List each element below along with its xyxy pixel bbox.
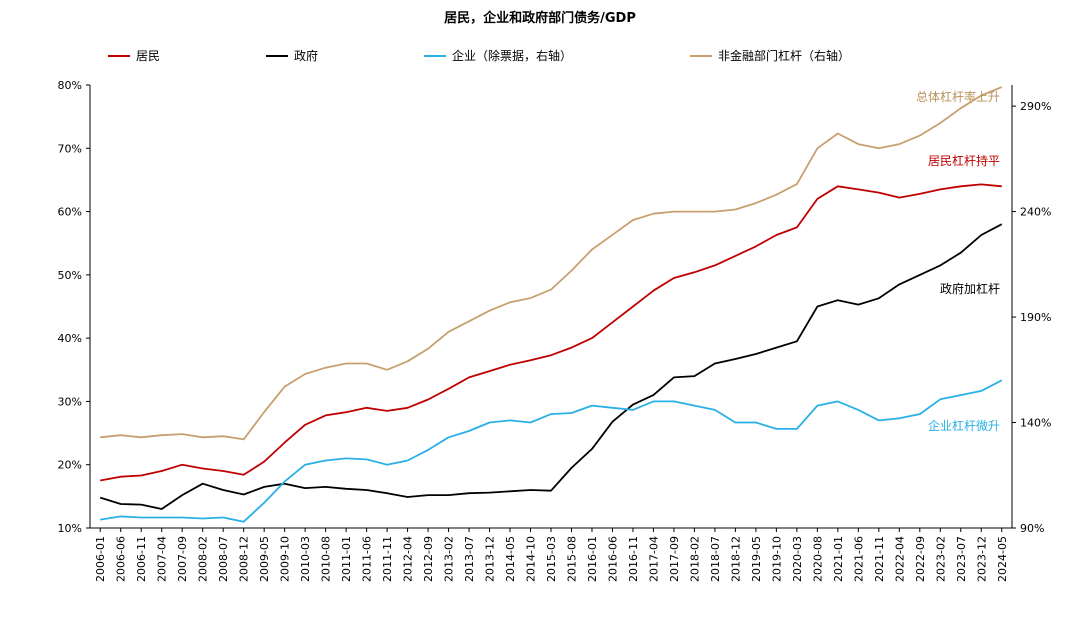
x-tick-label: 2011-01: [340, 536, 353, 582]
x-tick-label: 2019-10: [770, 536, 783, 582]
y-left-tick-label: 60%: [58, 206, 82, 219]
x-tick-label: 2009-05: [258, 536, 271, 582]
x-tick-label: 2006-01: [94, 536, 107, 582]
x-tick-label: 2018-07: [709, 536, 722, 582]
x-tick-label: 2013-12: [484, 536, 497, 582]
x-tick-label: 2013-02: [443, 536, 456, 582]
x-tick-label: 2020-03: [791, 536, 804, 582]
x-tick-label: 2006-11: [135, 536, 148, 582]
y-left-tick-label: 30%: [58, 395, 82, 408]
legend-label: 居民: [136, 49, 160, 63]
y-left-tick-label: 40%: [58, 332, 82, 345]
x-tick-label: 2021-01: [832, 536, 845, 582]
x-tick-label: 2024-05: [996, 536, 1009, 582]
y-left-tick-label: 70%: [58, 142, 82, 155]
x-tick-label: 2016-01: [586, 536, 599, 582]
x-tick-label: 2023-02: [934, 536, 947, 582]
y-left-tick-label: 50%: [58, 269, 82, 282]
x-tick-label: 2015-08: [565, 536, 578, 582]
x-tick-label: 2018-12: [729, 536, 742, 582]
x-tick-label: 2008-07: [217, 536, 230, 582]
series-line-0: [100, 183, 1002, 482]
x-tick-label: 2008-12: [238, 536, 251, 582]
x-tick-label: 2010-03: [299, 536, 312, 582]
x-tick-label: 2014-05: [504, 536, 517, 582]
x-tick-label: 2023-12: [975, 536, 988, 582]
y-left-tick-label: 80%: [58, 79, 82, 92]
x-tick-label: 2021-06: [852, 536, 865, 582]
legend-label: 非金融部门杠杆（右轴）: [718, 48, 850, 63]
annotation-label: 总体杠杆率上升: [916, 89, 1000, 104]
chart-title: 居民，企业和政府部门债务/GDP: [444, 10, 636, 26]
x-tick-label: 2009-10: [279, 536, 292, 582]
annotation-label: 企业杠杆微升: [928, 418, 1000, 433]
legend-label: 政府: [294, 48, 318, 63]
y-right-tick-label: 140%: [1020, 417, 1051, 430]
y-left-tick-label: 10%: [58, 522, 82, 535]
y-right-tick-label: 290%: [1020, 100, 1051, 113]
series-line-1: [99, 223, 1003, 510]
x-tick-label: 2006-06: [115, 536, 128, 582]
x-tick-label: 2008-02: [197, 536, 210, 582]
x-tick-label: 2012-09: [422, 536, 435, 582]
x-tick-label: 2020-08: [811, 536, 824, 582]
x-tick-label: 2013-07: [463, 536, 476, 582]
x-tick-label: 2014-10: [525, 536, 538, 582]
x-tick-label: 2018-02: [688, 536, 701, 582]
x-tick-label: 2015-03: [545, 536, 558, 582]
axes: 80% 70% 60% 50% 40% 30% 20% 10% 290% 240% 190% 140%…: [58, 79, 1052, 582]
x-tick-label: 2019-05: [750, 536, 763, 582]
y-right-tick-label: 240%: [1020, 206, 1051, 219]
y-right-tick-label: 90%: [1020, 522, 1044, 535]
annotation-label: 政府加杠杆: [940, 281, 1000, 296]
x-tick-label: 2012-04: [402, 536, 415, 582]
annotation-label: 居民杠杆持平: [928, 153, 1000, 168]
legend-label: 企业（除票据，右轴）: [452, 48, 572, 63]
x-tick-label: 2021-11: [873, 536, 886, 582]
x-tick-label: 2011-11: [381, 536, 394, 582]
series-line-3: [100, 86, 1003, 441]
x-tick-label: 2023-07: [955, 536, 968, 582]
x-tick-label: 2016-06: [606, 536, 619, 582]
x-tick-label: 2007-04: [156, 536, 169, 582]
x-tick-label: 2016-11: [627, 536, 640, 582]
series-lines: [99, 86, 1003, 523]
y-right-tick-label: 190%: [1020, 311, 1051, 324]
x-tick-label: 2010-08: [320, 536, 333, 582]
x-tick-label: 2022-04: [893, 536, 906, 582]
legend: 居民 政府 企业（除票据，右轴） 非金融部门杠杆（右轴）: [108, 48, 850, 63]
x-tick-label: 2011-06: [361, 536, 374, 582]
y-left-tick-label: 20%: [58, 459, 82, 472]
series-line-2: [100, 379, 1003, 523]
x-tick-label: 2017-09: [668, 536, 681, 582]
x-tick-label: 2007-09: [176, 536, 189, 582]
x-tick-label: 2017-04: [647, 536, 660, 582]
x-tick-label: 2022-09: [914, 536, 927, 582]
